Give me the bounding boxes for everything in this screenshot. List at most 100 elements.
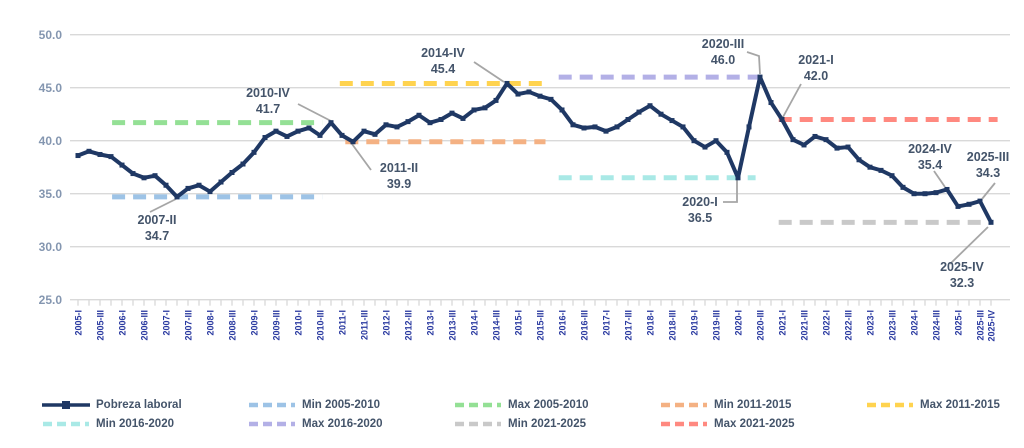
annotation-leader-line (981, 182, 996, 200)
annotation-value-label: 45.4 (431, 62, 455, 76)
x-axis-label: 2006-III (140, 310, 150, 341)
legend-label: Pobreza laboral (96, 399, 182, 411)
x-axis-label: 2016-III (580, 310, 590, 341)
y-axis-label: 25.0 (39, 293, 63, 307)
legend-item-min-2005-2010: Min 2005-2010 (248, 399, 454, 411)
annotation-value-label: 42.0 (804, 69, 828, 83)
data-point-marker (746, 124, 752, 130)
x-axis-label: 2007-III (184, 310, 194, 341)
annotation-leader-line (949, 226, 989, 265)
data-point-marker (185, 185, 191, 191)
x-axis-label: 2025-III (976, 310, 986, 341)
legend-label: Max 2016-2020 (302, 418, 383, 430)
annotation-period-label: 2010-IV (246, 86, 290, 100)
legend-swatch-max-2021-2025 (661, 421, 707, 427)
legend-swatch-max-2005-2010 (455, 402, 501, 408)
x-axis-label: 2007-I (162, 310, 172, 336)
x-axis-label: 2023-I (866, 310, 876, 336)
data-point-marker (174, 194, 180, 200)
data-point-marker (911, 191, 917, 197)
annotation-value-label: 35.4 (918, 158, 942, 172)
x-axis-label: 2015-III (536, 310, 546, 341)
annotation-leader-line (723, 180, 738, 203)
y-axis-label: 45.0 (39, 81, 63, 95)
annotation-value-label: 32.3 (950, 276, 974, 290)
x-axis-label: 2009-I (250, 310, 260, 336)
legend-item-min-2021-2025: Min 2021-2025 (454, 418, 660, 430)
x-axis-label: 2025-I (954, 310, 964, 336)
x-axis-label: 2008-III (228, 310, 238, 341)
data-point-marker (922, 191, 928, 197)
data-point-marker (350, 139, 356, 145)
legend-label: Max 2005-2010 (508, 399, 589, 411)
legend-item-max-2016-2020: Max 2016-2020 (248, 418, 454, 430)
annotation-leader-line (149, 198, 177, 213)
annotation-period-label: 2025-III (967, 150, 1009, 164)
annotation-leader-line (746, 51, 761, 75)
x-axis-label: 2019-III (712, 310, 722, 341)
data-point-marker (218, 179, 224, 185)
data-point-marker (394, 124, 400, 130)
data-point-marker (559, 107, 565, 113)
annotation-period-label: 2007-II (138, 213, 177, 227)
x-axis-label: 2012-I (382, 310, 392, 336)
data-point-marker (988, 219, 994, 225)
x-axis-label: 2021-I (778, 310, 788, 336)
legend-label: Min 2021-2025 (508, 418, 586, 430)
annotation-value-label: 36.5 (688, 211, 712, 225)
data-point-marker (493, 97, 499, 103)
x-axis-label: 2009-III (272, 310, 282, 341)
data-point-marker (702, 144, 708, 150)
data-point-marker (779, 117, 785, 122)
data-point-marker (240, 161, 246, 167)
x-axis-label: 2013-I (426, 310, 436, 336)
data-point-marker (438, 117, 444, 122)
data-point-marker (768, 100, 774, 106)
data-point-marker (75, 153, 81, 159)
data-point-marker (713, 138, 719, 144)
annotation-leader-line (782, 83, 802, 118)
legend-label: Min 2011-2015 (714, 399, 792, 411)
annotation-leader-line (473, 61, 505, 83)
legend-item-max-2011-2015: Max 2011-2015 (866, 399, 1017, 411)
data-point-marker (680, 124, 686, 130)
legend-swatch-min-2016-2020 (43, 421, 89, 427)
data-point-marker (284, 133, 290, 139)
data-point-marker (97, 151, 103, 157)
annotation-period-label: 2021-I (798, 53, 833, 67)
annotation-value-label: 34.7 (145, 229, 169, 243)
data-point-marker (625, 117, 631, 122)
annotation-period-label: 2020-I (682, 195, 717, 209)
data-point-marker (801, 142, 807, 148)
x-axis-label: 2020-I (734, 310, 744, 336)
data-point-marker (361, 128, 367, 134)
data-point-marker (834, 145, 840, 151)
x-axis-label: 2018-III (668, 310, 678, 341)
data-point-marker (251, 149, 257, 155)
x-axis-label: 2022-I (822, 310, 832, 336)
data-point-marker (889, 173, 895, 179)
data-point-marker (317, 132, 323, 138)
x-axis-label: 2011-III (360, 310, 370, 340)
x-axis-label: 2017-I (602, 310, 612, 336)
data-point-marker (537, 93, 543, 99)
data-point-marker (229, 170, 235, 175)
data-point-marker (867, 164, 873, 170)
chart-canvas: 25.0 30.0 35.0 40.0 45.0 50.0 2005-I 2005-III 20… (39, 28, 1010, 342)
data-point-marker (130, 171, 136, 177)
x-axis-label: 2006-I (118, 310, 128, 336)
x-axis-label: 2021-III (800, 310, 810, 341)
data-point-marker (471, 107, 477, 113)
legend-row: Pobreza laboral Min 2005-2010 Max 2005-201… (42, 399, 1017, 411)
data-point-marker (460, 115, 466, 121)
annotation-period-label: 2011-II (380, 161, 418, 175)
data-point-marker (141, 175, 147, 181)
data-point-marker (790, 137, 796, 143)
annotation-leader-line (933, 170, 946, 188)
data-point-marker (944, 186, 950, 192)
data-point-marker (306, 125, 312, 131)
x-axis-label: 2018-I (646, 310, 656, 336)
data-point-marker (658, 111, 664, 117)
data-point-marker (548, 96, 554, 102)
